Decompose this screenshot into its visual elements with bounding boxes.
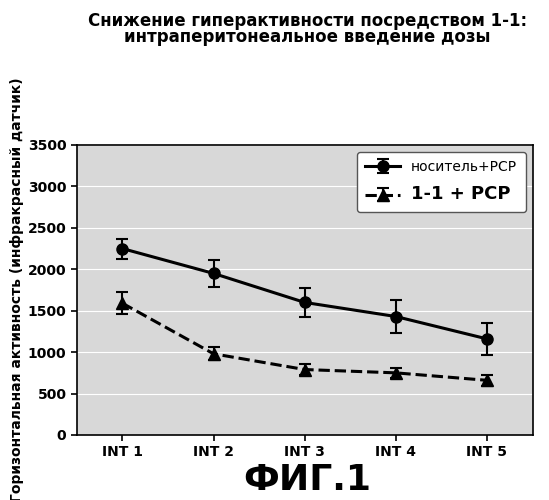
Text: интраперитонеальное введение дозы: интраперитонеальное введение дозы (124, 28, 491, 46)
Text: ФИГ.1: ФИГ.1 (243, 464, 372, 498)
Text: Снижение гиперактивности посредством 1-1:: Снижение гиперактивности посредством 1-1… (88, 12, 527, 30)
Y-axis label: Горизонтальная активность (инфракрасный датчик): Горизонтальная активность (инфракрасный … (9, 78, 24, 500)
Legend: носитель+РСР, 1-1 + РСР: носитель+РСР, 1-1 + РСР (357, 152, 525, 212)
